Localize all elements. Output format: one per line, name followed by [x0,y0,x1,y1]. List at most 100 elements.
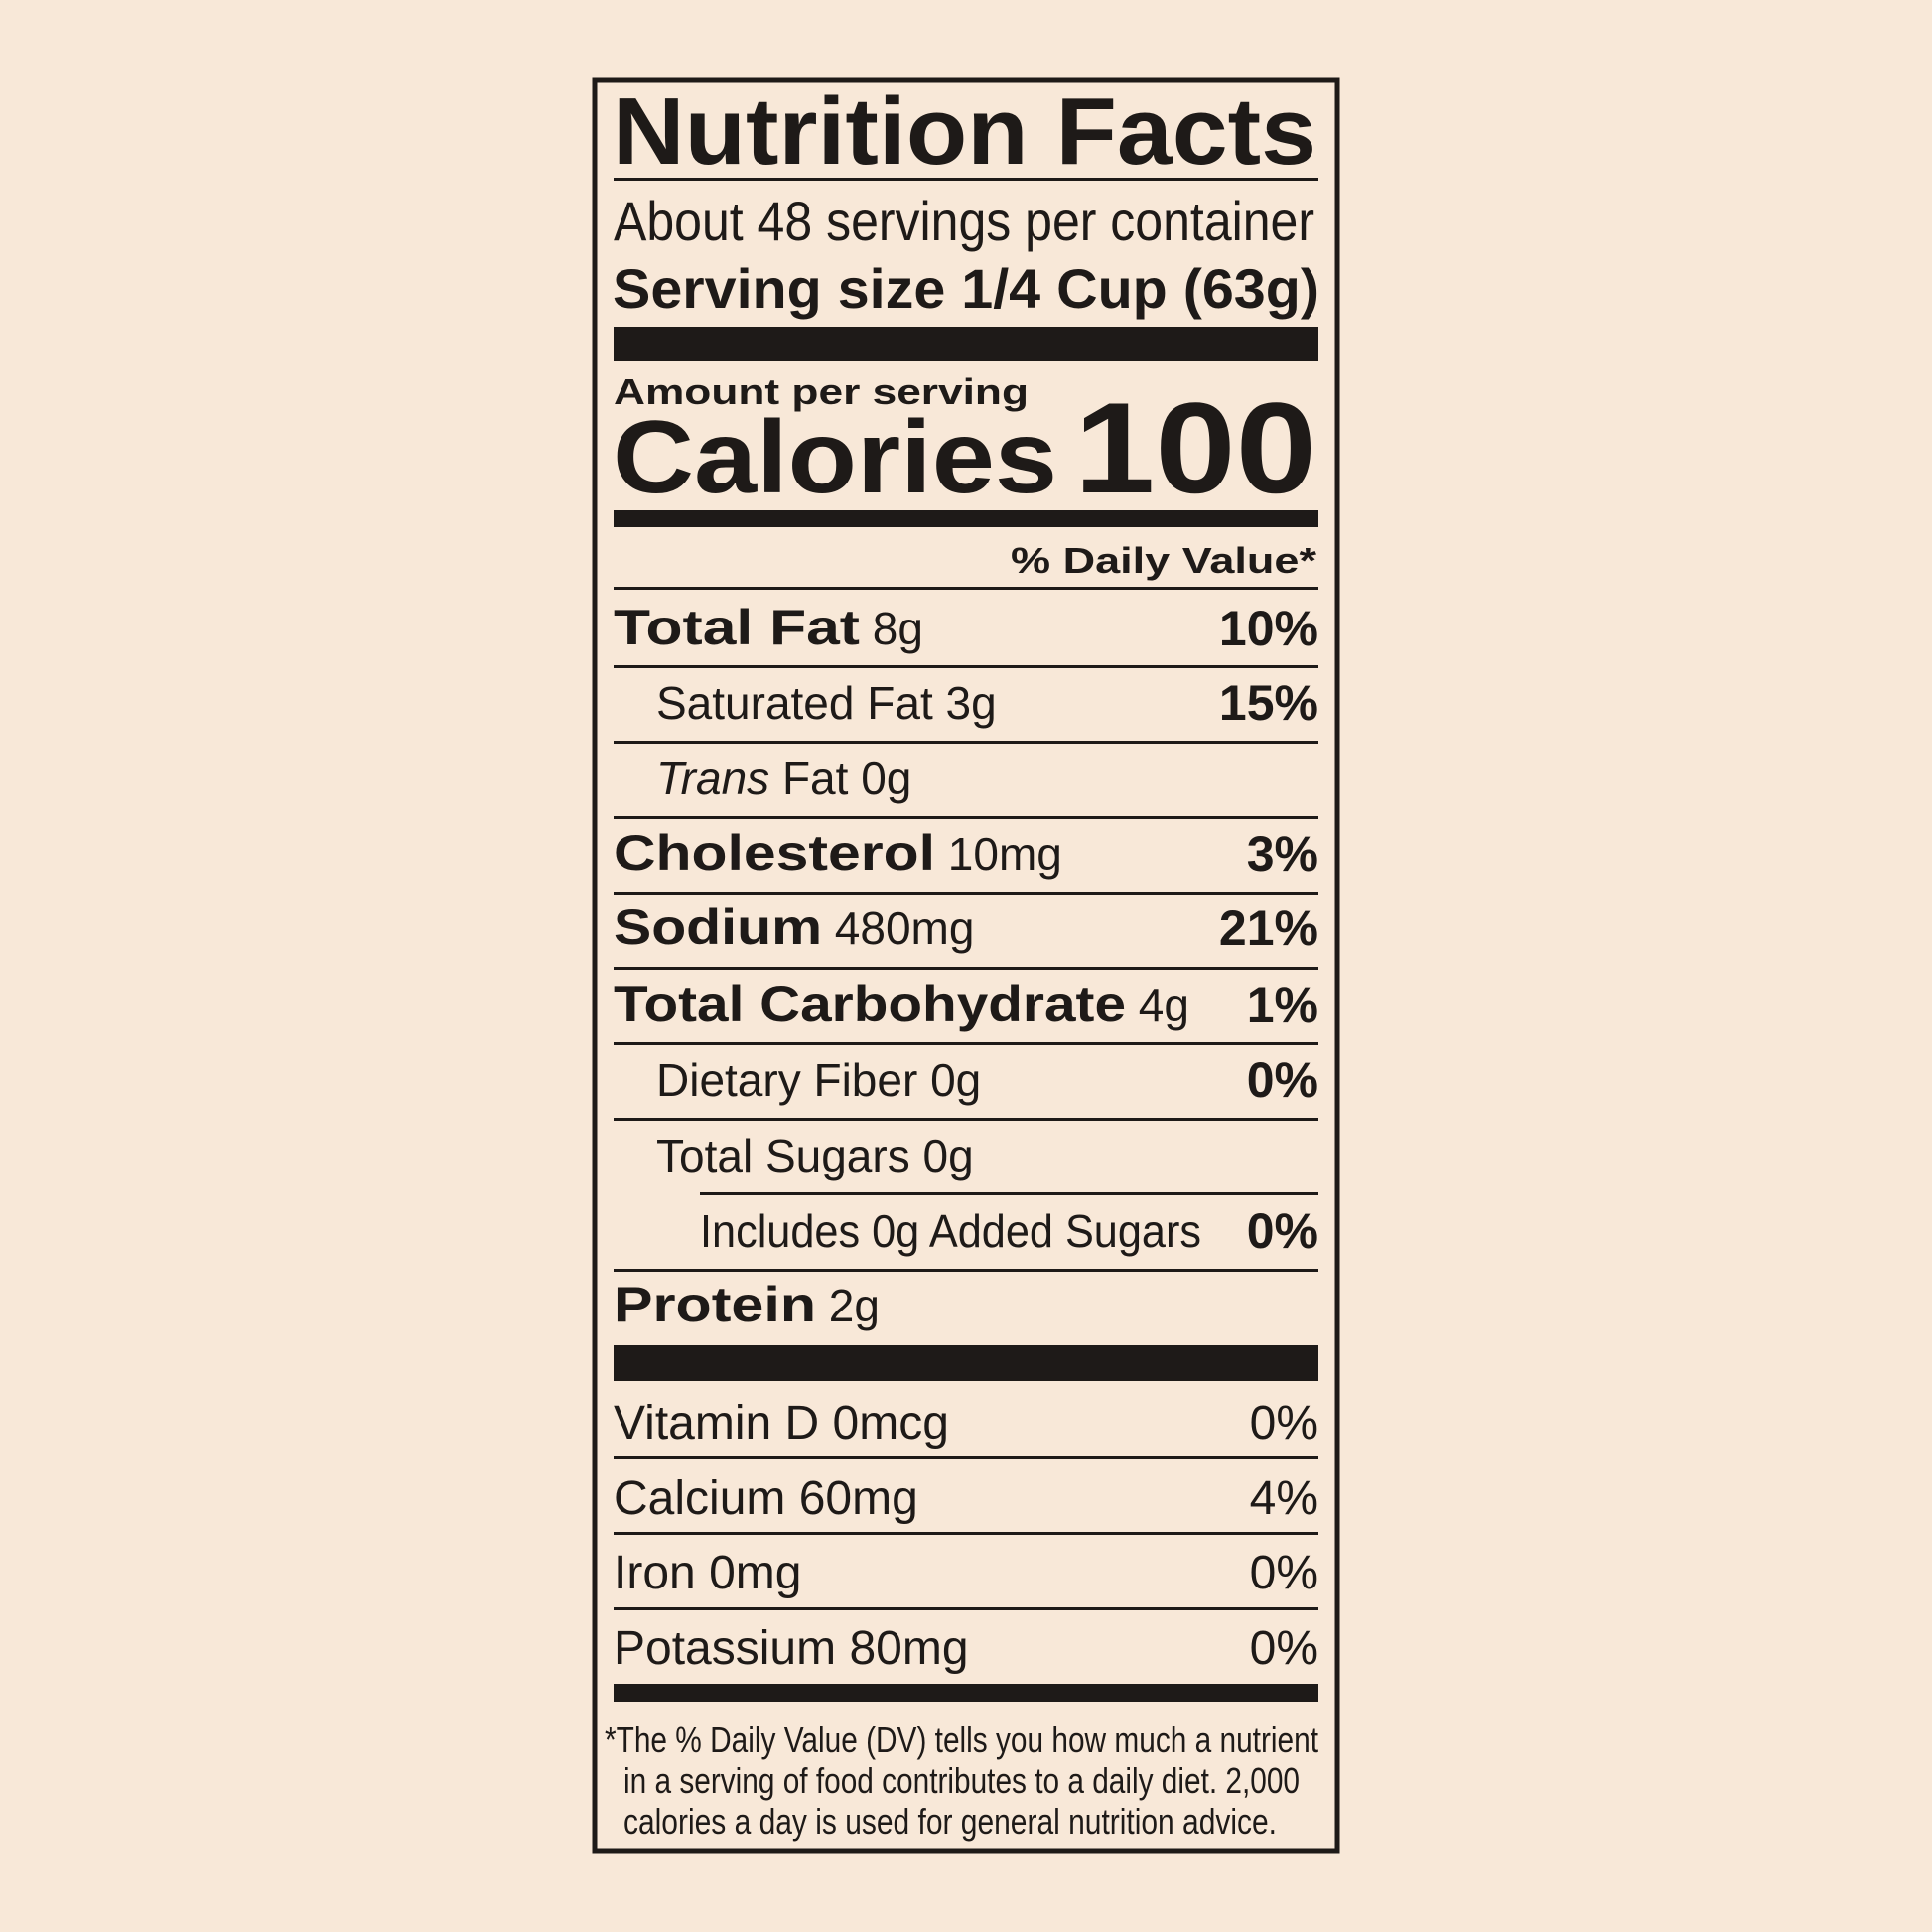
divider [614,178,1318,181]
vitamin-amount: 80mg [849,1622,968,1675]
vitamin-daily-value: 0% [1250,1397,1318,1449]
divider [614,1042,1318,1045]
thick-divider [614,327,1318,361]
nutrient-row: Cholesterol 10mg 3% [614,825,1318,882]
nutrient-row: Saturated Fat 3g 15% [656,675,1318,731]
divider [614,1118,1318,1121]
divider [614,816,1318,819]
nutrient-row: Sodium 480mg 21% [614,899,1318,956]
nutrient-daily-value: 1% [1247,977,1318,1033]
vitamin-label: Calcium 60mg [614,1472,918,1525]
nutrient-amount: 8g [873,603,923,654]
nutrient-name-italic: Trans [656,753,769,804]
vitamin-name: Vitamin D [614,1397,819,1449]
nutrient-name: Saturated Fat [656,677,933,729]
nutrient-rows: Total Fat 8g 10% Saturated Fat 3g 15% Trans … [614,600,1318,1332]
nutrient-name: Fat [782,753,849,804]
nutrient-daily-value: 10% [1219,601,1318,656]
vitamin-label: Potassium 80mg [614,1622,969,1675]
calories-value: 100 [1074,375,1316,520]
vitamin-daily-value: 4% [1250,1472,1318,1525]
vitamin-daily-value: 0% [1250,1547,1318,1599]
nutrient-daily-value: 3% [1247,826,1318,882]
nutrient-amount: 0g [930,1054,981,1106]
nutrient-label: Protein 2g [614,1277,880,1332]
serving-size-label: Serving size [613,257,945,320]
footnote-line: *The % Daily Value (DV) tells you how mu… [605,1720,1318,1760]
divider [614,892,1318,895]
nutrient-daily-value: 15% [1219,675,1318,731]
vitamin-rows: Vitamin D 0mcg 0% Calcium 60mg 4% Iron 0mg 0%… [614,1397,1318,1675]
daily-value-header: % Daily Value* [1011,540,1316,581]
nutrient-amount: 3g [946,677,997,729]
medium-divider [614,1684,1318,1702]
divider [614,665,1318,668]
calories-label: Calories [613,400,1057,515]
divider [700,1192,1318,1195]
nutrient-name: Cholesterol [614,825,935,881]
vitamin-row: Iron 0mg 0% [614,1547,1318,1599]
nutrient-label: Sodium 480mg [614,899,974,955]
serving-size-value: 1/4 Cup (63g) [961,257,1319,320]
nutrient-name: Sodium [614,899,822,955]
amount-per-serving: Amount per serving [614,371,1029,412]
nutrient-amount: 10mg [948,828,1062,880]
nutrient-row: Includes 0g Added Sugars 0% [700,1203,1318,1259]
nutrient-label: Total Carbohydrate 4g [614,976,1189,1032]
divider [614,741,1318,744]
nutrient-amount: 2g [829,1280,880,1331]
divider [614,587,1318,590]
nutrient-name: Includes 0g Added Sugars [700,1205,1201,1257]
nutrient-label: Trans Fat 0g [656,753,911,804]
divider [614,1607,1318,1610]
nutrient-amount: 0g [922,1130,973,1181]
nutrient-daily-value: 0% [1247,1203,1318,1259]
divider [614,1456,1318,1459]
nutrient-row: Total Sugars 0g [656,1130,974,1181]
divider [614,967,1318,970]
vitamin-row: Potassium 80mg 0% [614,1622,1318,1675]
vitamin-amount: 60mg [799,1472,918,1525]
nutrient-name: Protein [614,1277,816,1332]
nutrient-name: Total Sugars [656,1130,910,1181]
nutrient-name: Total Fat [614,600,860,655]
nutrient-label: Total Sugars 0g [656,1130,974,1181]
nutrient-label: Saturated Fat 3g [656,677,997,729]
footnote-line: in a serving of food contributes to a da… [623,1760,1300,1801]
nutrient-row: Total Carbohydrate 4g 1% [614,976,1318,1033]
thick-divider [614,1345,1318,1381]
nutrient-amount: 4g [1139,979,1189,1031]
footnote-line: calories a day is used for general nutri… [623,1801,1277,1842]
vitamin-row: Calcium 60mg 4% [614,1472,1318,1525]
nutrient-label: Cholesterol 10mg [614,825,1062,881]
medium-divider [614,510,1318,527]
serving-size: Serving size 1/4 Cup (63g) [613,257,1319,320]
vitamin-row: Vitamin D 0mcg 0% [614,1397,1318,1449]
label-border [592,77,1340,1854]
divider [614,1269,1318,1272]
nutrient-amount: 0g [861,753,911,804]
vitamin-daily-value: 0% [1250,1622,1318,1675]
nutrient-label: Dietary Fiber 0g [656,1054,981,1106]
vitamin-label: Iron 0mg [614,1547,801,1599]
nutrient-label: Total Fat 8g [614,600,923,655]
nutrient-daily-value: 21% [1219,900,1318,956]
nutrient-label: Includes 0g Added Sugars [700,1205,1201,1257]
label-title: Nutrition Facts [613,78,1316,185]
nutrient-daily-value: 0% [1247,1052,1318,1108]
divider [614,1532,1318,1535]
nutrient-amount: 480mg [835,902,975,954]
nutrient-row: Protein 2g [614,1277,880,1332]
vitamin-name: Calcium [614,1472,785,1525]
nutrient-row: Dietary Fiber 0g 0% [656,1052,1318,1108]
vitamin-amount: 0mg [709,1547,801,1599]
servings-per-container: About 48 servings per container [614,190,1314,252]
nutrient-name: Dietary Fiber [656,1054,917,1106]
vitamin-name: Potassium [614,1622,836,1675]
vitamin-amount: 0mcg [833,1397,949,1449]
vitamin-name: Iron [614,1547,696,1599]
vitamin-label: Vitamin D 0mcg [614,1397,949,1449]
nutrient-name: Total Carbohydrate [614,976,1126,1032]
nutrient-row: Trans Fat 0g [656,753,911,804]
